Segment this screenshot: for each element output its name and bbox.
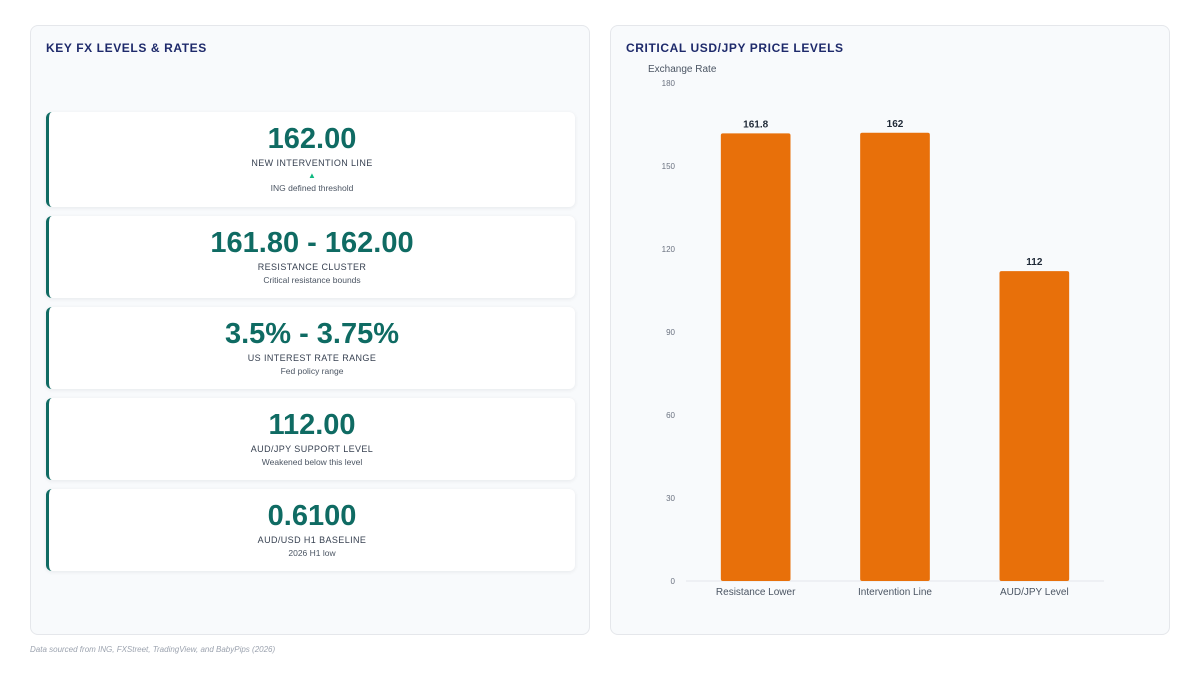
y-tick-label: 30 bbox=[666, 494, 675, 503]
key-levels-panel: KEY FX LEVELS & RATES 162.00 NEW INTERVE… bbox=[30, 25, 590, 635]
x-tick-label: Intervention Line bbox=[858, 587, 932, 598]
y-tick-label: 120 bbox=[662, 245, 676, 254]
y-tick-label: 60 bbox=[666, 411, 675, 420]
bar-value-label: 112 bbox=[1026, 257, 1043, 268]
y-tick-label: 90 bbox=[666, 328, 675, 337]
metric-value: 0.6100 bbox=[267, 500, 357, 532]
metric-label: US INTEREST RATE RANGE bbox=[247, 353, 377, 363]
y-tick-label: 0 bbox=[671, 577, 676, 586]
y-axis-ticks: 0 30 60 90 120 150 180 bbox=[662, 79, 676, 586]
up-arrow-icon: ▲ bbox=[308, 171, 316, 180]
bar[interactable] bbox=[860, 132, 930, 582]
metric-value: 161.80 - 162.00 bbox=[210, 227, 414, 259]
metric-card-intervention: 162.00 NEW INTERVENTION LINE ▲ ING defin… bbox=[46, 112, 575, 207]
y-tick-label: 150 bbox=[662, 162, 676, 171]
bars: 161.8 Resistance Lower 162 Intervention Lin… bbox=[716, 119, 1070, 598]
y-axis-label: Exchange Rate bbox=[648, 64, 717, 75]
y-tick-label: 180 bbox=[662, 79, 676, 88]
bar-value-label: 162 bbox=[887, 119, 904, 130]
metric-label: AUD/USD H1 BASELINE bbox=[257, 535, 367, 545]
panel-title: KEY FX LEVELS & RATES bbox=[46, 41, 207, 55]
metric-value: 162.00 bbox=[267, 123, 357, 155]
metric-description: ING defined threshold bbox=[270, 183, 354, 193]
bar-chart: Exchange Rate 0 30 60 90 120 150 180 161.8 Resi… bbox=[648, 64, 1104, 598]
bar-value-label: 161.8 bbox=[743, 119, 768, 130]
metric-card-audjpy-support: 112.00 AUD/JPY SUPPORT LEVEL Weakened be… bbox=[46, 398, 575, 480]
metric-card-audusd-baseline: 0.6100 AUD/USD H1 BASELINE 2026 H1 low bbox=[46, 489, 575, 571]
bar[interactable] bbox=[999, 271, 1070, 581]
metric-description: 2026 H1 low bbox=[288, 548, 336, 558]
metric-card-resistance: 161.80 - 162.00 RESISTANCE CLUSTER Criti… bbox=[46, 216, 575, 298]
metric-card-interest-rate: 3.5% - 3.75% US INTEREST RATE RANGE Fed … bbox=[46, 307, 575, 389]
metric-description: Fed policy range bbox=[280, 366, 344, 376]
chart-title: CRITICAL USD/JPY PRICE LEVELS bbox=[626, 41, 844, 55]
metric-description: Critical resistance bounds bbox=[263, 275, 361, 285]
metric-label: NEW INTERVENTION LINE bbox=[251, 158, 373, 168]
x-tick-label: Resistance Lower bbox=[716, 587, 796, 598]
price-levels-panel: CRITICAL USD/JPY PRICE LEVELS Exchange R… bbox=[610, 25, 1170, 635]
metric-value: 112.00 bbox=[268, 409, 356, 441]
bar[interactable] bbox=[720, 133, 791, 581]
x-tick-label: AUD/JPY Level bbox=[1000, 587, 1069, 598]
metric-label: RESISTANCE CLUSTER bbox=[257, 262, 367, 272]
metric-cards: 162.00 NEW INTERVENTION LINE ▲ ING defin… bbox=[46, 112, 575, 580]
metric-label: AUD/JPY SUPPORT LEVEL bbox=[250, 444, 374, 454]
metric-description: Weakened below this level bbox=[261, 457, 363, 467]
metric-value: 3.5% - 3.75% bbox=[224, 318, 400, 350]
source-footnote: Data sourced from ING, FXStreet, Trading… bbox=[30, 645, 276, 654]
